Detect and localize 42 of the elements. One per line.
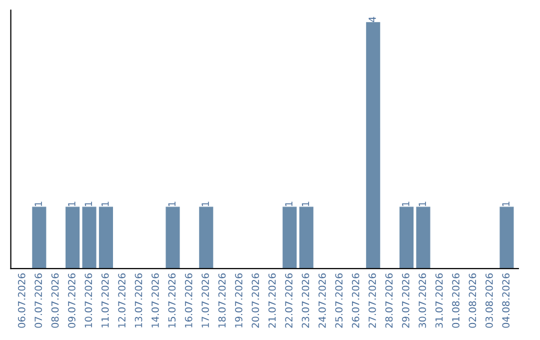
- x-tick-label: 13.07.2026: [134, 273, 142, 328]
- x-tick-label: 26.07.2026: [352, 273, 360, 328]
- x-tick-label: 15.07.2026: [168, 273, 176, 328]
- x-tick-label: 20.07.2026: [252, 273, 260, 328]
- x-tick-label: 06.07.2026: [18, 273, 26, 328]
- x-tick-label: 04.08.2026: [502, 273, 510, 328]
- x-tick-label: 03.08.2026: [485, 273, 493, 328]
- x-tick-label: 23.07.2026: [302, 273, 310, 328]
- x-tick-label: 07.07.2026: [34, 273, 42, 328]
- x-tick-label: 31.07.2026: [435, 273, 443, 328]
- x-tick-label: 19.07.2026: [235, 273, 242, 328]
- data-label: 1: [418, 202, 426, 206]
- data-label: 1: [84, 202, 92, 206]
- data-label: 1: [34, 202, 42, 206]
- data-label: 1: [402, 202, 410, 206]
- x-tick-label: 16.07.2026: [184, 273, 192, 328]
- x-tick-label: 21.07.2026: [268, 273, 276, 328]
- data-label: 1: [302, 202, 310, 206]
- x-tick-label: 01.08.2026: [452, 273, 460, 328]
- data-label: 1: [502, 202, 510, 206]
- x-tick-label: 14.07.2026: [152, 273, 159, 328]
- data-label: 1: [68, 202, 76, 206]
- data-label: 1: [202, 202, 209, 206]
- x-tick-label: 25.07.2026: [335, 273, 343, 328]
- x-tick-label: 27.07.2026: [368, 273, 376, 328]
- x-tick-label: 18.07.2026: [218, 273, 226, 328]
- x-tick-label: 30.07.2026: [418, 273, 426, 328]
- x-tick-label: 28.07.2026: [385, 273, 393, 328]
- x-tick-label: 10.07.2026: [84, 273, 92, 328]
- x-tick-label: 24.07.2026: [318, 273, 326, 328]
- x-tick-label: 17.07.2026: [202, 273, 209, 328]
- x-tick-label: 09.07.2026: [68, 273, 76, 328]
- x-tick-label: 22.07.2026: [285, 273, 292, 328]
- x-tick-label: 11.07.2026: [101, 273, 109, 328]
- data-label: 1: [168, 202, 176, 206]
- x-tick-label: 08.07.2026: [51, 273, 59, 328]
- x-tick-label: 02.08.2026: [468, 273, 476, 328]
- data-label: 4: [368, 16, 376, 22]
- data-label: 1: [102, 202, 109, 206]
- x-tick-label: 29.07.2026: [402, 273, 410, 328]
- data-label: 1: [285, 202, 292, 206]
- x-tick-label: 12.07.2026: [118, 273, 126, 328]
